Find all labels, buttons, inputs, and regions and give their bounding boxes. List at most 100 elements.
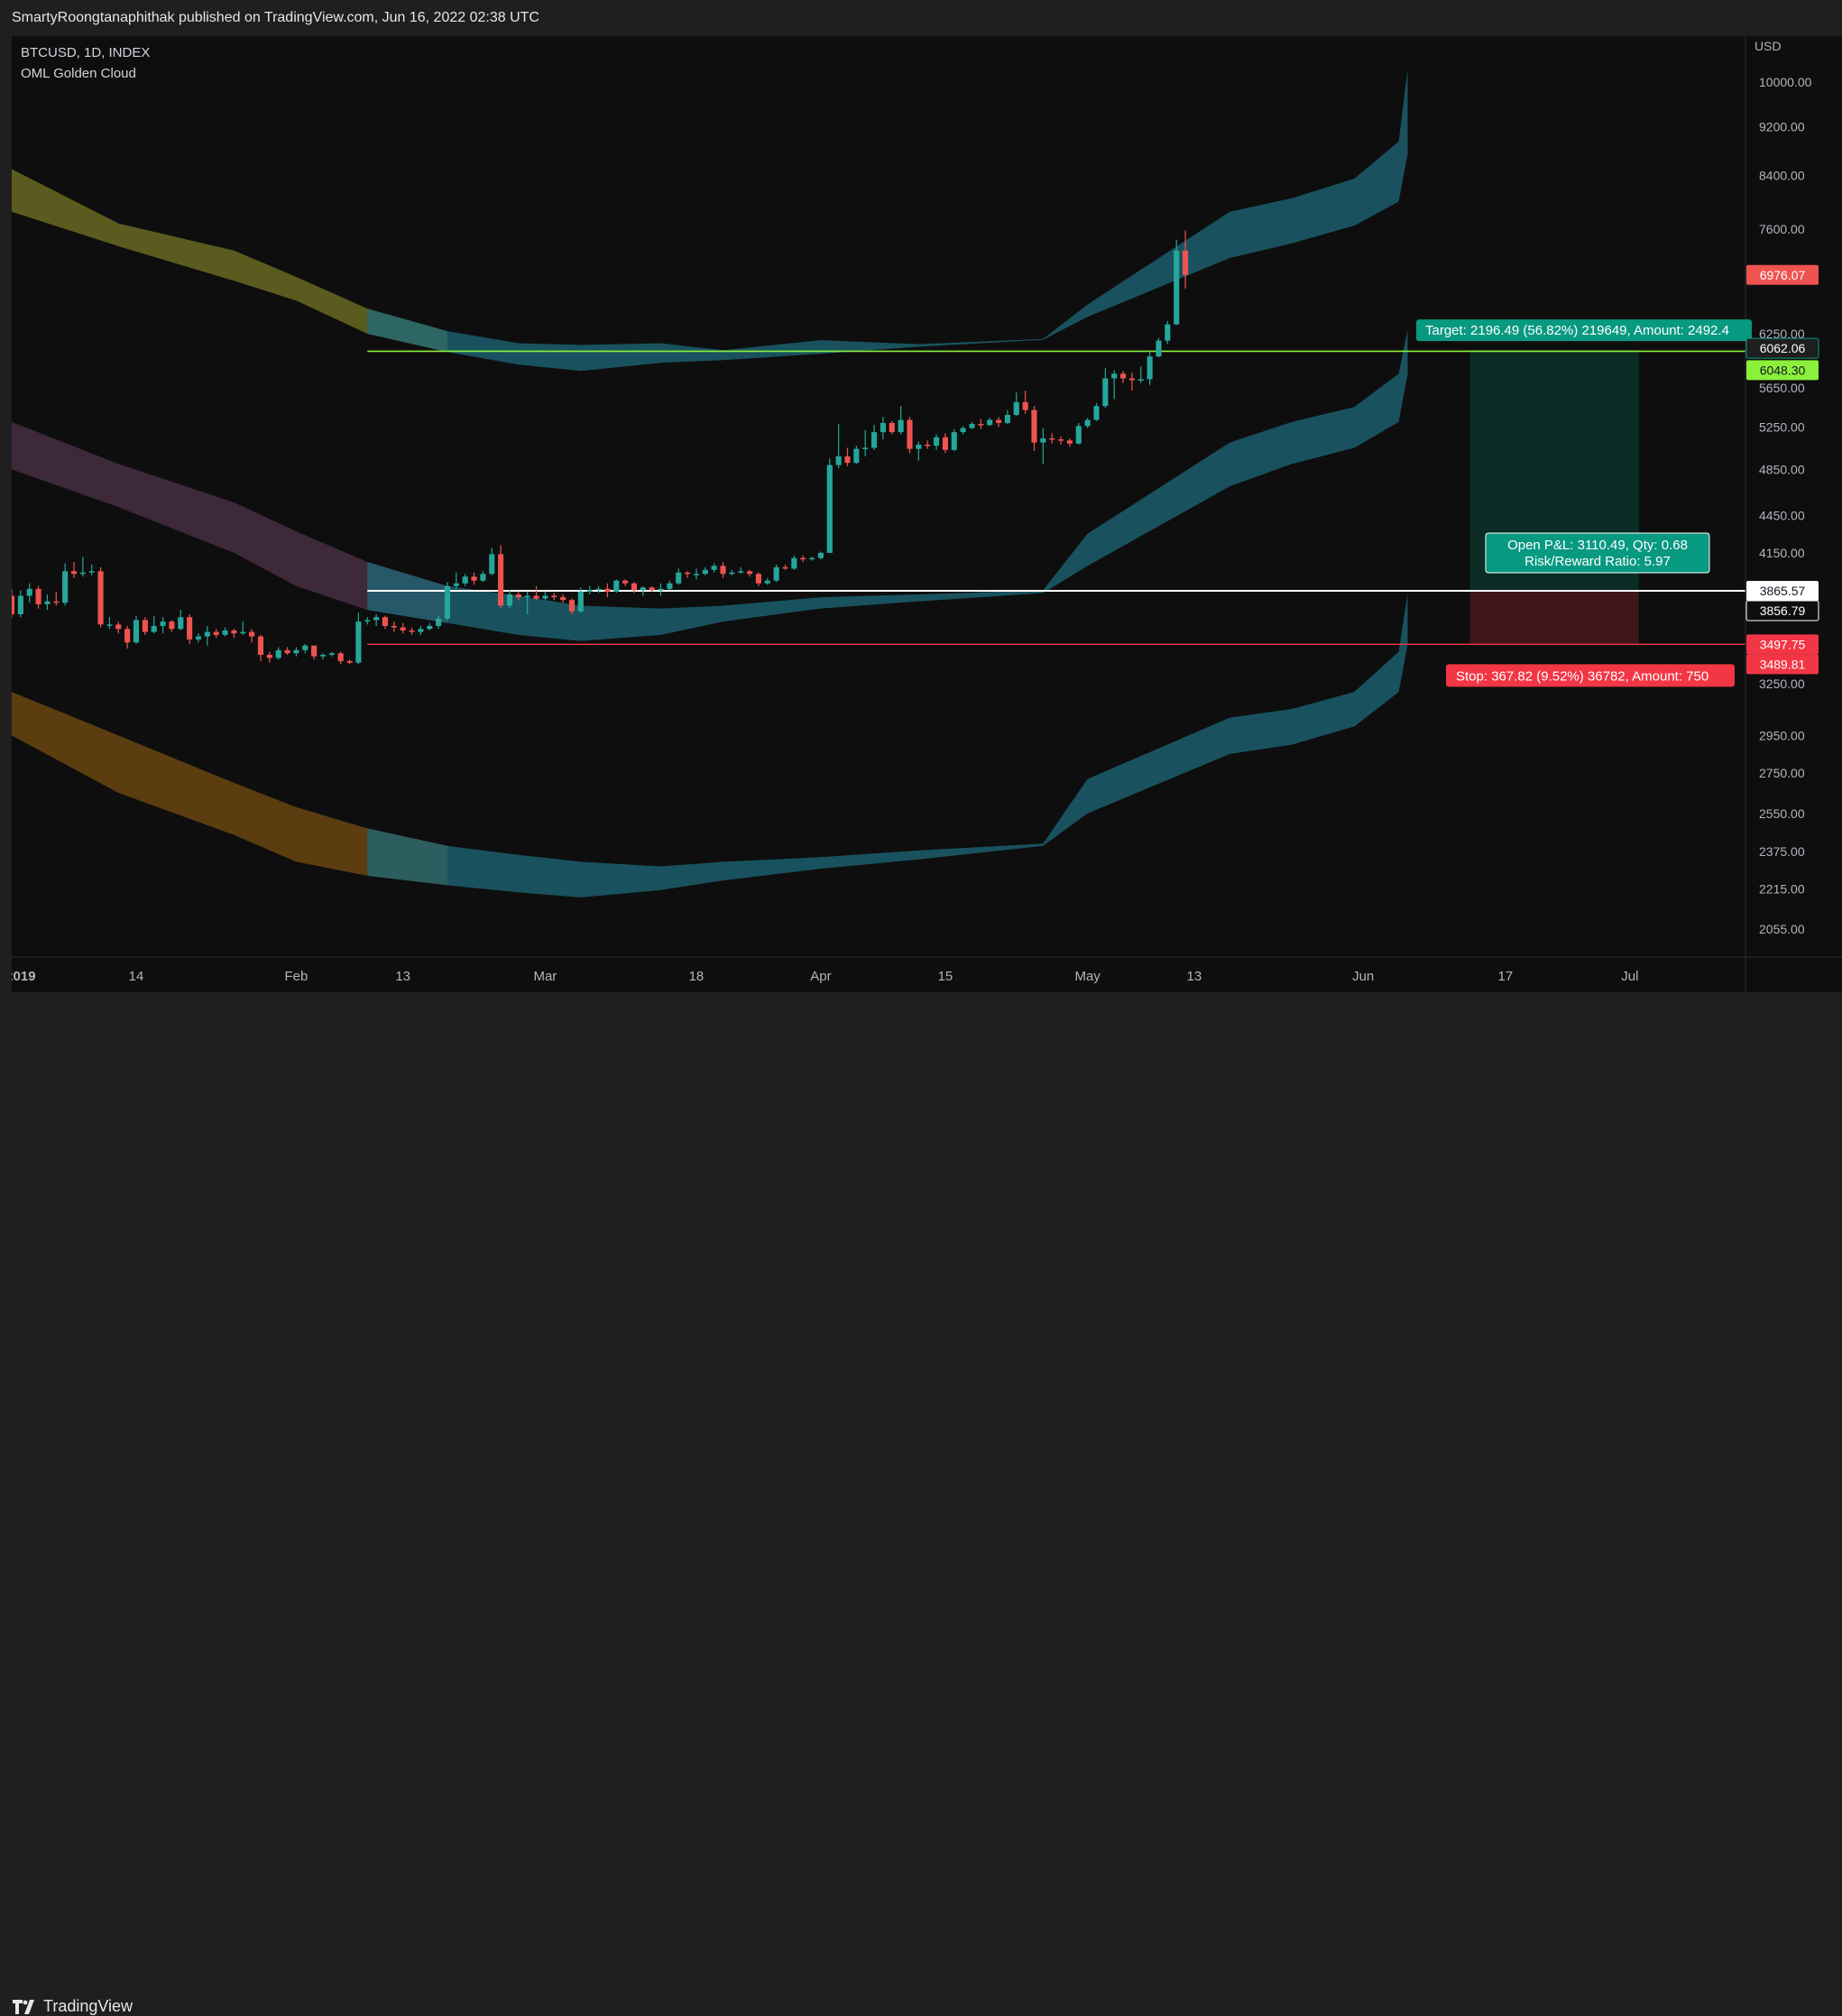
candle: [729, 569, 735, 575]
publication-header: SmartyRoongtanaphithak published on Trad…: [0, 0, 1842, 36]
candle: [462, 574, 468, 586]
candle: [88, 564, 95, 575]
candle-body: [568, 600, 576, 612]
candle-body: [373, 617, 380, 621]
time-axis[interactable]: 2019 14 Feb 13 Mar 18 Apr 15 May 13 Jun 17 Jul: [5, 969, 1638, 984]
x-tick-label: Feb: [284, 969, 308, 984]
candle: [1066, 437, 1073, 447]
candle-body: [1084, 419, 1091, 427]
candle: [880, 417, 886, 440]
candle-body: [782, 566, 788, 569]
candle-body: [142, 620, 148, 632]
y-tick-label: 2375.00: [1759, 844, 1805, 859]
x-tick-label: Jun: [1352, 969, 1374, 984]
candle-body: [925, 444, 931, 446]
candle-body: [8, 595, 15, 615]
chart-legend: BTCUSD, 1D, INDEX OML Golden Cloud: [21, 42, 150, 84]
candle-body: [436, 618, 442, 626]
candle: [373, 614, 380, 626]
candle-body: [471, 576, 477, 581]
candle: [97, 566, 104, 628]
candle-body: [826, 465, 833, 553]
candle: [453, 572, 459, 589]
candle-body: [337, 653, 344, 661]
candle: [8, 588, 15, 618]
pnl-line-2: Risk/Reward Ratio: 5.97: [1524, 554, 1671, 569]
candle-body: [844, 456, 851, 464]
candle: [542, 591, 548, 601]
candle: [773, 564, 779, 583]
pane-borders: [12, 36, 1842, 992]
publisher-line: SmartyRoongtanaphithak published on Trad…: [12, 10, 539, 25]
candle-body: [764, 580, 770, 584]
candle-body: [969, 424, 975, 428]
candle: [506, 590, 513, 609]
candle-body: [480, 574, 486, 581]
candle: [115, 621, 122, 634]
candle-body: [551, 595, 557, 598]
candle: [1128, 373, 1135, 391]
candle-body: [1119, 373, 1127, 379]
candle: [755, 572, 761, 586]
price-chart[interactable]: USD 10000.00 9200.00 8400.00 7600.00 6250.00…: [5, 36, 1842, 992]
candle: [604, 583, 611, 598]
symbol-line[interactable]: BTCUSD, 1D, INDEX: [21, 45, 151, 60]
candle: [658, 583, 664, 596]
y-tick-label: 7600.00: [1759, 222, 1805, 236]
candle: [319, 653, 327, 660]
candle-body: [124, 629, 131, 643]
candle-body: [889, 422, 895, 433]
candle-body: [213, 631, 219, 635]
candle-body: [916, 444, 922, 449]
x-tick-label: Apr: [810, 969, 831, 984]
candle-body: [711, 566, 717, 570]
candle: [1075, 422, 1082, 445]
y-tick-label: 4850.00: [1759, 462, 1805, 476]
candle-body: [133, 620, 140, 643]
candle-body: [720, 566, 726, 575]
pnl-line-1: Open P&L: 3110.49, Qty: 0.68: [1507, 538, 1688, 553]
candle-body: [747, 571, 753, 575]
candle-body: [1049, 437, 1055, 440]
candle: [213, 629, 219, 639]
price-tag-entry2: 3856.79: [1745, 600, 1819, 621]
candle: [791, 555, 797, 570]
candle-body: [907, 419, 913, 449]
tradingview-logo[interactable]: TradingView: [13, 1997, 133, 2016]
price-tags: 6976.07 6062.06 6048.30 3865.57 3856.79 3497.…: [1745, 264, 1819, 675]
candle-body: [755, 574, 761, 584]
candle-body: [987, 419, 993, 426]
y-tick-label: 8400.00: [1759, 169, 1805, 183]
candle: [62, 563, 69, 606]
candle: [817, 551, 824, 560]
x-tick-label: 14: [129, 969, 144, 984]
candle-body: [631, 583, 638, 591]
candle: [1156, 337, 1162, 358]
candle-body: [1013, 401, 1019, 416]
candle-body: [70, 571, 78, 575]
candle-body: [685, 572, 691, 575]
candle: [142, 617, 148, 635]
candle: [969, 421, 975, 429]
candle: [1102, 368, 1109, 409]
chart-frame[interactable]: USD 10000.00 9200.00 8400.00 7600.00 6250.00…: [5, 36, 1842, 992]
cloud-pre-0: [12, 169, 447, 353]
y-tick-label: 10000.00: [1759, 75, 1812, 89]
candle: [17, 590, 23, 618]
x-tick-label: 15: [938, 969, 953, 984]
y-tick-label: 4150.00: [1759, 546, 1805, 560]
candle-body: [524, 595, 530, 598]
candle-body: [1137, 379, 1144, 381]
y-tick-label: 2950.00: [1759, 728, 1805, 742]
candle: [693, 568, 699, 580]
candle-body: [231, 630, 237, 634]
y-tick-label: 2215.00: [1759, 881, 1805, 896]
candle-body: [586, 590, 593, 592]
candle: [515, 591, 521, 601]
candle-body: [160, 621, 166, 626]
candle-body: [667, 583, 673, 589]
candle: [266, 651, 272, 663]
price-axis[interactable]: 10000.00 9200.00 8400.00 7600.00 6250.00 5650…: [1759, 75, 1812, 936]
indicator-name[interactable]: OML Golden Cloud: [21, 66, 136, 81]
x-tick-label: Jul: [1621, 969, 1638, 984]
